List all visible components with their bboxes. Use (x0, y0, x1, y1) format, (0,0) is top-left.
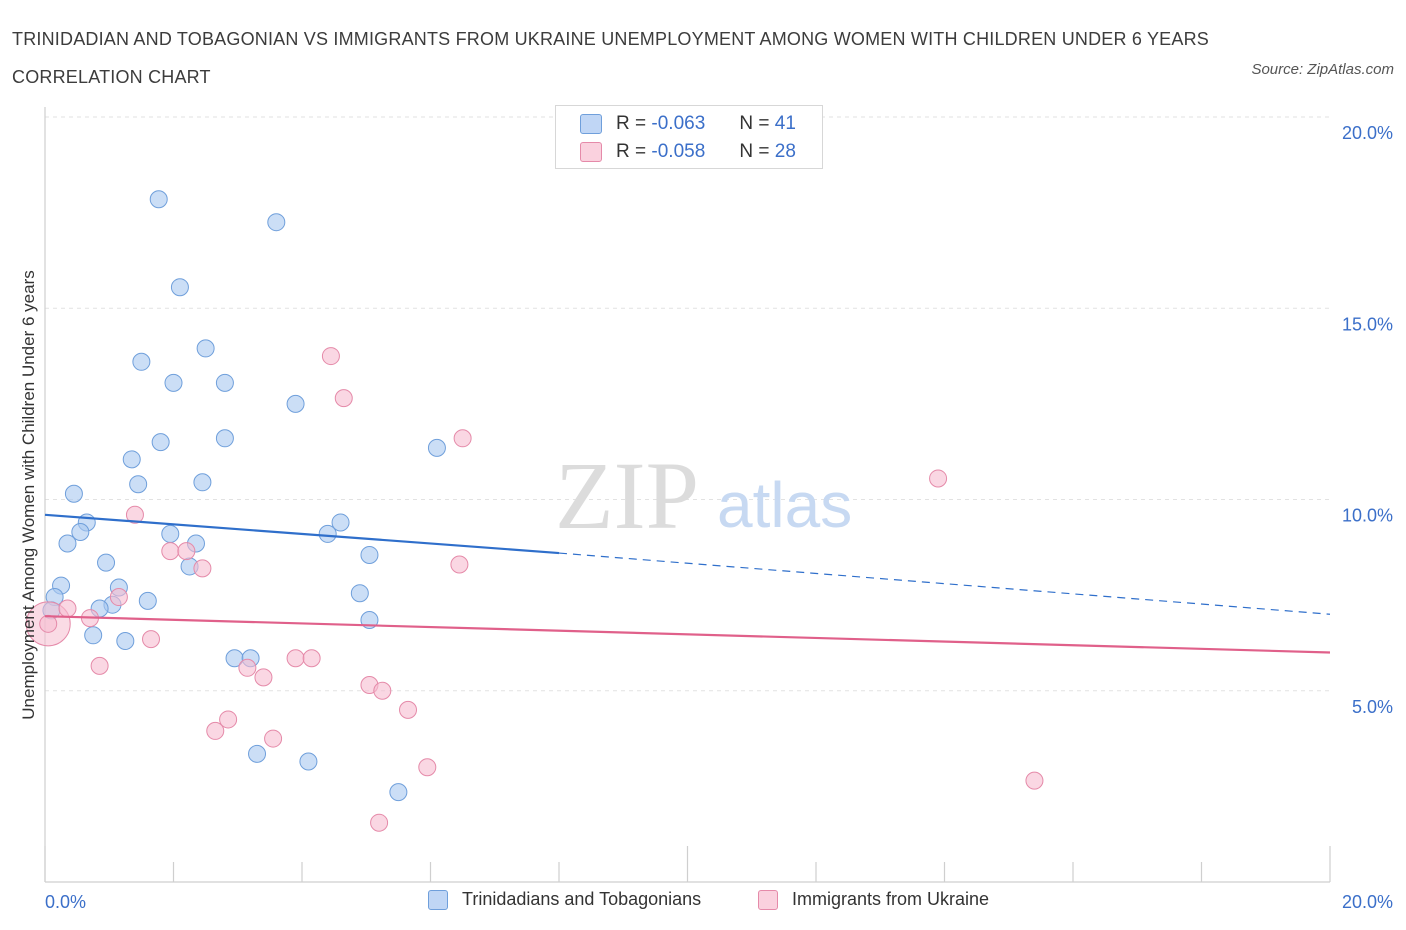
point-trinidadian (299, 752, 318, 771)
legend-r-label: R = (616, 141, 647, 162)
point-ukraine (109, 588, 128, 607)
tick-labels: 5.0% 10.0% 15.0% 20.0% 0.0% 20.0% (45, 123, 1393, 912)
point-trinidadian (248, 744, 267, 763)
point-ukraine (39, 614, 58, 633)
point-trinidadian (215, 429, 234, 448)
bottom-legend-swatch-pink (758, 889, 778, 910)
y-tick-label: 10.0% (1342, 506, 1393, 526)
y-tick-label: 15.0% (1342, 314, 1393, 334)
point-ukraine (1025, 771, 1044, 790)
point-trinidadian (116, 632, 135, 651)
point-trinidadian (129, 475, 148, 494)
bottom-legend-trinidadian: Trinidadians and Tobagonians (428, 889, 701, 910)
point-trinidadian (193, 473, 212, 492)
x-tick-label: 20.0% (1342, 892, 1393, 912)
point-trinidadian (161, 524, 180, 543)
point-trinidadian (360, 545, 379, 564)
point-ukraine (264, 729, 283, 748)
y-tick-label: 5.0% (1352, 697, 1393, 717)
point-ukraine (177, 542, 196, 561)
point-trinidadian (84, 626, 103, 645)
point-ukraine (125, 505, 144, 524)
point-trinidadian (286, 394, 305, 413)
point-trinidadian (427, 438, 446, 457)
point-ukraine (142, 630, 161, 649)
point-ukraine (334, 389, 353, 408)
point-ukraine (58, 599, 77, 618)
trend-lines (44, 513, 1331, 654)
point-ukraine (399, 700, 418, 719)
point-ukraine (254, 668, 273, 687)
point-trinidadian (318, 524, 337, 543)
trend-line-extension (558, 552, 1331, 615)
point-trinidadian (331, 513, 350, 532)
point-trinidadian (170, 278, 189, 297)
point-trinidadian (58, 534, 77, 553)
correlation-legend: R = -0.063 N = 41 R = -0.058 N = 28 (555, 105, 823, 169)
legend-row-trinidadian: R = -0.063 N = 41 (580, 112, 796, 136)
point-trinidadian (215, 373, 234, 392)
trend-line-ukraine (44, 615, 1331, 654)
point-ukraine (453, 429, 472, 448)
point-trinidadian (350, 584, 369, 603)
legend-r-value: -0.063 (651, 113, 706, 134)
legend-row-ukraine: R = -0.058 N = 28 (580, 140, 796, 164)
point-trinidadian (196, 339, 215, 358)
legend-n-value: 28 (774, 141, 796, 162)
y-tick-label: 20.0% (1342, 123, 1393, 143)
legend-r-label: R = (616, 113, 647, 134)
point-ukraine (929, 469, 948, 488)
point-ukraine (90, 656, 109, 675)
point-ukraine (370, 813, 389, 832)
legend-r-value: -0.058 (651, 141, 706, 162)
bottom-legend-swatch-blue (428, 889, 448, 910)
point-trinidadian (122, 450, 141, 469)
y-axis-label: Unemployment Among Women with Children U… (19, 270, 38, 719)
point-trinidadian (389, 783, 408, 802)
point-trinidadian (138, 591, 157, 610)
legend-swatch-blue (580, 114, 602, 134)
point-trinidadian (164, 373, 183, 392)
source-label: Source: ZipAtlas.com (1251, 61, 1394, 78)
point-trinidadian (132, 352, 151, 371)
point-trinidadian (149, 190, 168, 209)
point-trinidadian (97, 553, 116, 572)
data-points (25, 190, 1044, 832)
legend-swatch-pink (580, 142, 602, 162)
chart-title: TRINIDADIAN AND TOBAGONIAN VS IMMIGRANTS… (12, 29, 1210, 87)
grid-lines (45, 116, 1330, 692)
point-ukraine (373, 681, 392, 700)
point-ukraine (418, 758, 437, 777)
point-ukraine (219, 710, 238, 729)
point-ukraine (302, 649, 321, 668)
axes (44, 107, 1331, 883)
point-trinidadian (71, 523, 90, 542)
watermark-atlas: atlas (717, 469, 852, 541)
point-trinidadian (151, 433, 170, 452)
point-trinidadian (267, 213, 286, 232)
point-ukraine (286, 649, 305, 668)
x-tick-label: 0.0% (45, 892, 86, 912)
point-ukraine (450, 555, 469, 574)
trend-line-trinidadian (44, 513, 560, 555)
point-ukraine (206, 721, 225, 740)
point-ukraine (321, 347, 340, 366)
point-ukraine (161, 542, 180, 561)
bottom-legend-ukraine: Immigrants from Ukraine (758, 889, 989, 910)
bottom-legend-label: Trinidadians and Tobagonians (462, 889, 702, 909)
legend-n-label: N = (739, 141, 770, 162)
point-trinidadian (64, 484, 83, 503)
bottom-legend-label: Immigrants from Ukraine (792, 889, 990, 909)
point-ukraine (193, 559, 212, 578)
legend-n-label: N = (739, 113, 770, 134)
point-ukraine (238, 658, 257, 677)
watermark-zip: ZIP (555, 442, 699, 549)
legend-n-value: 41 (774, 113, 796, 134)
